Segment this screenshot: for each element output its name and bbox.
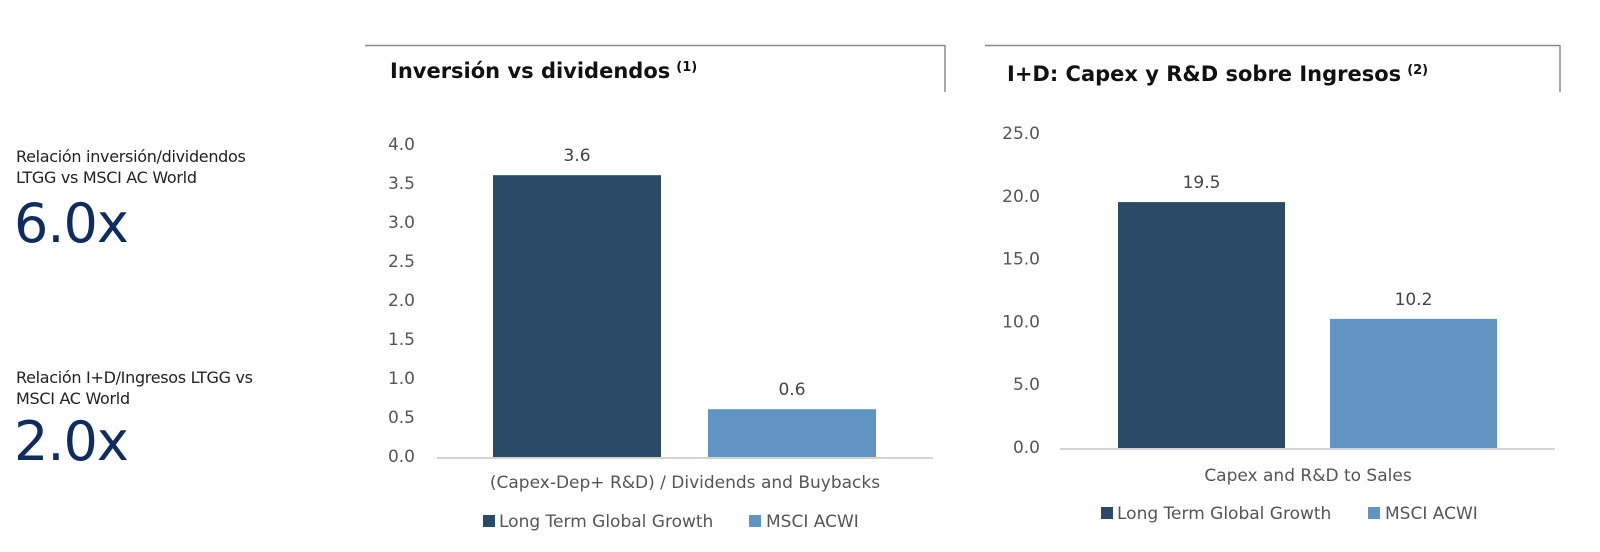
y-tick-label: 2.0 (388, 291, 415, 311)
bar-msci-acwi (708, 409, 876, 457)
y-tick-label: 3.5 (388, 174, 415, 194)
stat-label-investment-dividends: Relación inversión/dividendos LTGG vs MS… (16, 146, 246, 188)
category-label: (Capex-Dep+ R&D) / Dividends and Buyback… (490, 473, 880, 493)
stat-value-rd-sales: 2.0x (14, 410, 129, 473)
y-tick-label: 0.0 (1013, 438, 1040, 458)
stat-label-line: Relación inversión/dividendos (16, 147, 246, 166)
legend-swatch (483, 515, 495, 527)
data-label: 0.6 (778, 380, 805, 400)
stat-label-line: LTGG vs MSCI AC World (16, 168, 197, 187)
y-tick-label: 20.0 (1002, 187, 1040, 207)
y-tick-label: 4.0 (388, 135, 415, 155)
chart-title: I+D: Capex y R&D sobre Ingresos (2) (1007, 62, 1428, 86)
stat-label-line: MSCI AC World (16, 389, 130, 408)
legend-label: MSCI ACWI (766, 512, 859, 532)
y-tick-label: 1.5 (388, 330, 415, 350)
data-label: 10.2 (1395, 290, 1433, 310)
legend-label: Long Term Global Growth (499, 512, 713, 532)
stat-label-line: Relación I+D/Ingresos LTGG vs (16, 368, 253, 387)
y-tick-label: 15.0 (1002, 250, 1040, 270)
legend-swatch (1368, 507, 1380, 519)
y-tick-label: 3.0 (388, 213, 415, 233)
bar-ltgg (493, 175, 661, 457)
y-tick-label: 1.0 (388, 369, 415, 389)
data-label: 3.6 (563, 146, 590, 166)
category-label: Capex and R&D to Sales (1204, 466, 1412, 486)
bar-msci-acwi (1330, 318, 1497, 448)
stat-value-investment-dividends: 6.0x (14, 192, 129, 255)
legend-label: Long Term Global Growth (1117, 504, 1331, 524)
stat-label-rd-sales: Relación I+D/Ingresos LTGG vs MSCI AC Wo… (16, 367, 253, 409)
y-tick-label: 5.0 (1013, 375, 1040, 395)
chart-title-text: I+D: Capex y R&D sobre Ingresos (1007, 62, 1401, 86)
chart-title-note: (2) (1407, 63, 1428, 78)
bar-ltgg (1118, 202, 1285, 448)
legend-swatch (749, 515, 761, 527)
chart-title-note: (1) (676, 60, 697, 75)
y-tick-label: 0.0 (388, 447, 415, 467)
legend-label: MSCI ACWI (1385, 504, 1478, 524)
y-tick-label: 10.0 (1002, 312, 1040, 332)
chart-title-text: Inversión vs dividendos (390, 59, 670, 83)
legend-swatch (1101, 507, 1113, 519)
chart-title: Inversión vs dividendos (1) (390, 59, 697, 83)
y-tick-label: 25.0 (1002, 124, 1040, 144)
data-label: 19.5 (1183, 173, 1221, 193)
y-tick-label: 2.5 (388, 252, 415, 272)
y-tick-label: 0.5 (388, 408, 415, 428)
